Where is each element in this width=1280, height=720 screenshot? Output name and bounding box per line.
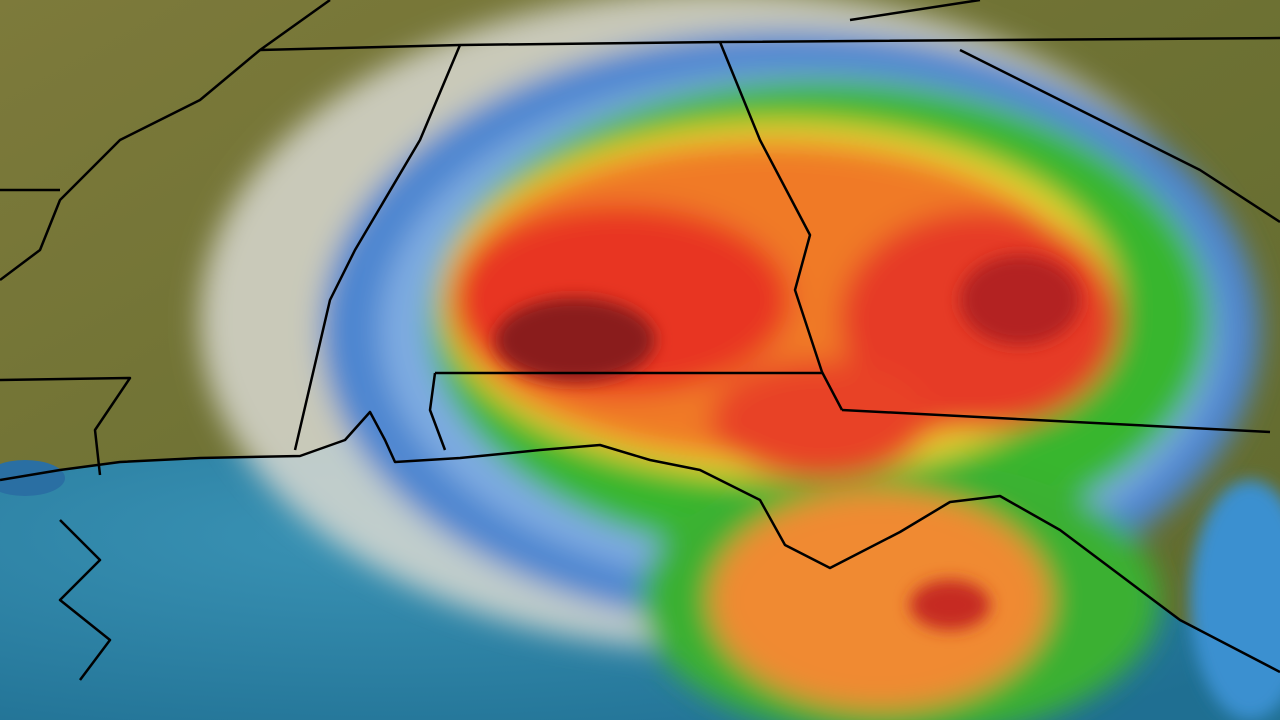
extreme-rain-2 <box>960 255 1080 345</box>
state-border <box>959 48 1280 224</box>
lake <box>0 460 65 496</box>
delta-coast <box>58 519 112 681</box>
coastline <box>0 410 1280 674</box>
state-border <box>849 0 981 22</box>
state-border <box>428 372 447 451</box>
precipitation <box>200 0 1260 720</box>
state-border <box>0 376 132 476</box>
state-border <box>718 41 844 411</box>
extreme-rain-3 <box>910 580 990 630</box>
state-border <box>0 0 331 281</box>
state-border <box>259 36 1280 52</box>
rainband <box>710 490 1050 710</box>
very-intense-rain-3 <box>710 360 930 480</box>
state-border <box>841 408 1271 434</box>
extreme-rain <box>495 298 655 382</box>
borders <box>0 0 1280 681</box>
state-border <box>293 44 462 451</box>
